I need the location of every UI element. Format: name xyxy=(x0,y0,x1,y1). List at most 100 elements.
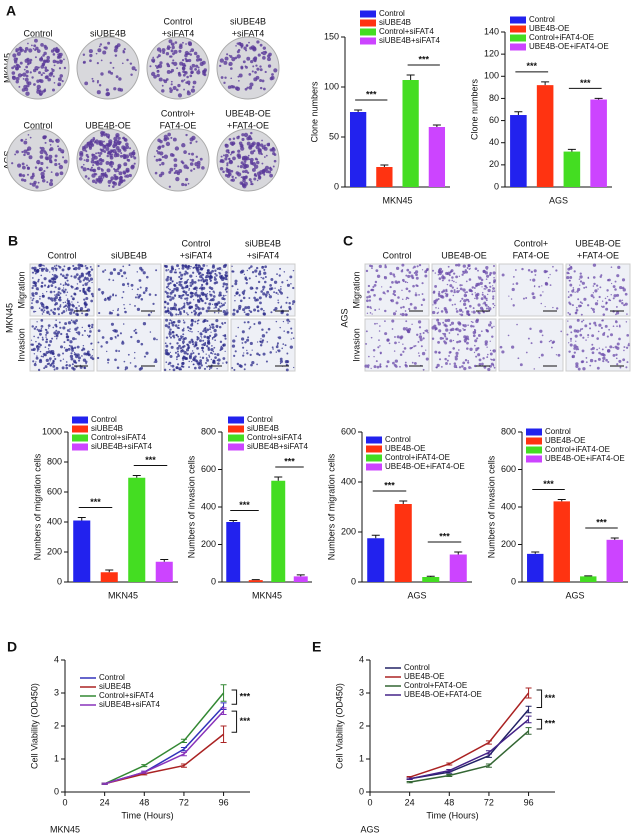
cell xyxy=(176,282,178,285)
cell xyxy=(129,362,132,364)
colony xyxy=(190,48,195,52)
cell xyxy=(621,301,624,305)
colony xyxy=(48,72,53,77)
colony xyxy=(29,71,32,74)
cell xyxy=(391,328,394,330)
cell xyxy=(35,361,37,363)
cell xyxy=(186,352,189,356)
cell xyxy=(444,319,448,323)
cell xyxy=(180,350,183,353)
cell xyxy=(612,346,614,349)
cell xyxy=(189,281,192,284)
cell xyxy=(234,300,236,302)
cell xyxy=(214,305,218,309)
cell xyxy=(461,284,463,286)
cell xyxy=(460,313,464,317)
bar xyxy=(510,115,527,187)
colony xyxy=(196,164,201,169)
cell xyxy=(555,307,559,310)
cell xyxy=(467,359,469,362)
caption: MKN45 xyxy=(50,824,80,834)
x-tick-label: 72 xyxy=(484,797,494,807)
cell xyxy=(598,347,601,349)
cell xyxy=(470,290,473,292)
legend-swatch xyxy=(526,455,542,463)
cell xyxy=(366,305,370,309)
cell xyxy=(474,297,476,300)
colony xyxy=(186,80,191,85)
cell xyxy=(191,341,194,344)
cell xyxy=(231,344,236,348)
cell xyxy=(55,338,58,340)
colony xyxy=(159,50,162,53)
cell xyxy=(212,353,214,355)
cell xyxy=(176,350,179,353)
cell xyxy=(237,326,239,329)
cell xyxy=(172,368,176,372)
legend-label: siUBE4B xyxy=(247,424,279,433)
colony xyxy=(82,163,85,166)
cell xyxy=(529,327,532,331)
cell xyxy=(445,337,449,341)
cell xyxy=(64,288,67,291)
cell xyxy=(206,344,209,348)
cell xyxy=(602,353,606,357)
y-tick-label: 1000 xyxy=(42,426,62,436)
colony xyxy=(15,80,19,84)
cell xyxy=(279,267,282,270)
colony xyxy=(257,174,261,178)
cell xyxy=(413,345,416,348)
cell xyxy=(98,311,101,315)
cell xyxy=(196,336,200,340)
x-tick-label: 48 xyxy=(444,797,454,807)
cell xyxy=(445,294,449,298)
colony xyxy=(238,141,243,146)
colony xyxy=(263,156,266,158)
cell xyxy=(211,303,214,305)
cell xyxy=(485,278,488,280)
cell xyxy=(31,292,35,296)
cell xyxy=(582,319,585,322)
cell xyxy=(260,290,263,293)
cell xyxy=(214,339,217,342)
cell xyxy=(223,321,227,324)
cell xyxy=(467,263,471,268)
y-tick-label: 400 xyxy=(47,516,62,526)
cell xyxy=(43,309,46,312)
cell xyxy=(499,345,503,349)
cell xyxy=(185,271,189,275)
cell xyxy=(602,333,606,336)
cell xyxy=(52,270,54,272)
cell xyxy=(290,283,292,285)
legend-label: Control xyxy=(379,9,405,18)
cell xyxy=(475,318,480,322)
cell xyxy=(170,345,174,349)
error-bar xyxy=(541,81,550,86)
cell xyxy=(284,344,287,347)
colony xyxy=(25,74,29,78)
legend-label: Control xyxy=(247,415,273,424)
colony xyxy=(36,49,41,54)
cell xyxy=(415,270,419,274)
cell xyxy=(165,344,169,348)
image-label: Control xyxy=(382,250,411,260)
colony xyxy=(103,150,107,153)
colony xyxy=(89,53,93,58)
cell xyxy=(106,358,110,362)
colony xyxy=(104,171,107,174)
cell xyxy=(489,271,492,275)
colony xyxy=(41,179,46,183)
cell xyxy=(170,267,174,271)
cell xyxy=(542,291,544,293)
colony xyxy=(31,174,35,178)
cell xyxy=(468,304,472,308)
colony xyxy=(43,170,46,173)
colony xyxy=(111,153,114,156)
colony xyxy=(171,45,175,50)
cell xyxy=(200,283,204,287)
colony xyxy=(103,131,106,134)
cell xyxy=(464,328,466,331)
cell xyxy=(134,328,137,331)
cell xyxy=(421,351,426,356)
colony xyxy=(87,167,90,171)
